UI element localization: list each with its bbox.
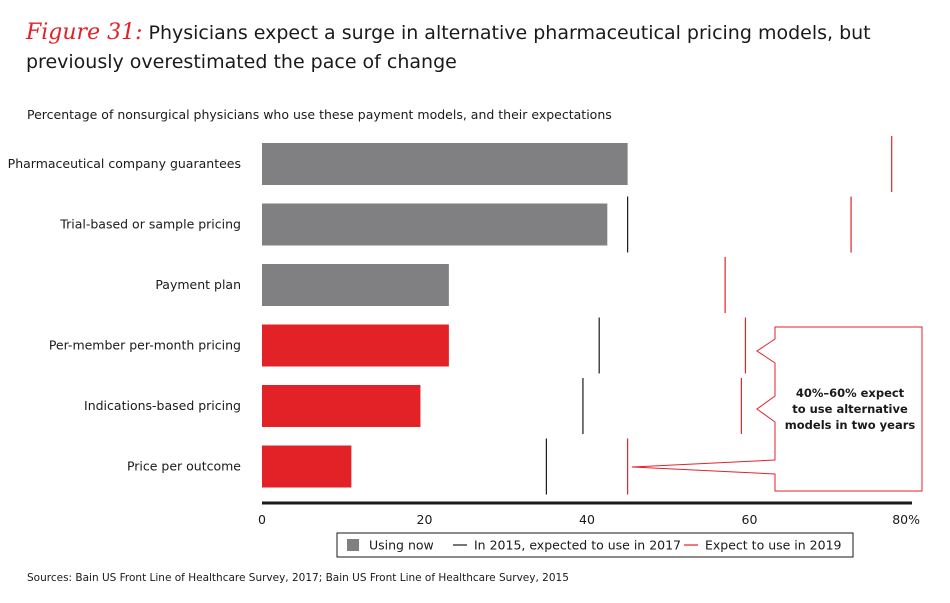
figure-label: Figure 31: — [26, 20, 143, 45]
bar-using-now — [262, 203, 608, 246]
category-label: Trial-based or sample pricing — [59, 217, 241, 232]
sources-note: Sources: Bain US Front Line of Healthcar… — [27, 572, 569, 584]
legend-swatch-using-now — [347, 539, 359, 551]
callout-text: to use alternative — [792, 402, 908, 416]
bar-using-now — [262, 445, 352, 488]
category-label: Indications-based pricing — [84, 398, 241, 413]
title-text: Physicians expect a surge in alternative… — [26, 22, 871, 73]
legend-box — [336, 532, 854, 558]
callout-text: models in two years — [785, 418, 916, 432]
legend-label-expected-2017: In 2015, expected to use in 2017 — [474, 538, 681, 553]
bar-using-now — [262, 324, 449, 367]
legend-label-using-now: Using now — [369, 538, 434, 553]
bar-using-now — [262, 385, 421, 427]
x-tick-label: 0 — [258, 512, 266, 527]
category-label: Pharmaceutical company guarantees — [8, 156, 241, 171]
legend-label-expect-2019: Expect to use in 2019 — [705, 538, 842, 553]
callout-text: 40%–60% expect — [796, 386, 905, 400]
bar-using-now — [262, 143, 628, 185]
x-tick-label: 40 — [579, 512, 595, 527]
x-tick-label: 80% — [892, 512, 920, 527]
bar-using-now — [262, 264, 449, 306]
category-label: Price per outcome — [127, 459, 241, 474]
chart-title: Figure 31: Physicians expect a surge in a… — [26, 18, 936, 77]
category-label: Per-member per-month pricing — [49, 338, 241, 353]
category-label: Payment plan — [155, 277, 241, 292]
x-tick-label: 20 — [417, 512, 433, 527]
chart-subtitle: Percentage of nonsurgical physicians who… — [27, 107, 612, 122]
callout-box — [631, 326, 923, 492]
x-tick-label: 60 — [742, 512, 758, 527]
